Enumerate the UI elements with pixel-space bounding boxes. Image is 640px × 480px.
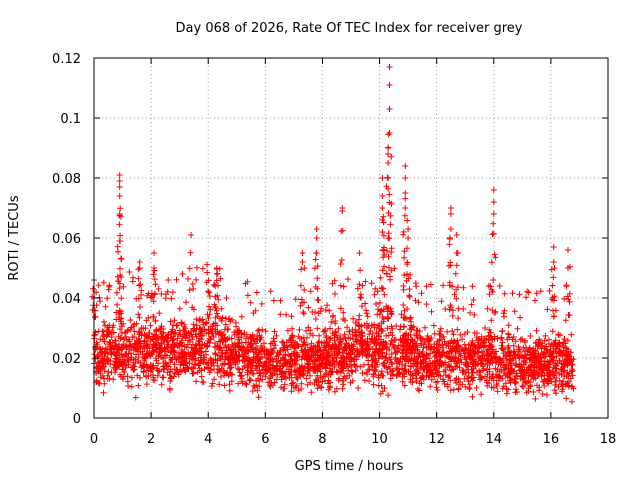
x-tick-label: 14 <box>486 432 503 447</box>
x-tick-label: 18 <box>600 432 617 447</box>
chart-title: Day 068 of 2026, Rate Of TEC Index for r… <box>176 21 523 36</box>
y-tick-label: 0.06 <box>52 232 81 247</box>
x-tick-label: 0 <box>90 432 98 447</box>
x-tick-label: 8 <box>318 432 326 447</box>
x-axis-label: GPS time / hours <box>295 459 404 474</box>
data-points <box>89 64 577 405</box>
y-tick-label: 0.08 <box>52 172 81 187</box>
roti-series-markers <box>89 64 577 405</box>
y-axis-label: ROTI / TECUs <box>7 195 22 280</box>
x-tick-label: 6 <box>261 432 269 447</box>
x-tick-label: 10 <box>371 432 388 447</box>
y-tick-label: 0.12 <box>52 52 81 67</box>
x-tick-label: 12 <box>428 432 445 447</box>
x-tick-label: 16 <box>543 432 560 447</box>
x-tick-label: 2 <box>147 432 155 447</box>
axis-ticks: 0 2 4 6 8 10 12 14 16 18 0 0.02 0.04 0.06 0.08 0.1 0.12 <box>52 52 616 447</box>
y-tick-label: 0.02 <box>52 352 81 367</box>
y-tick-label: 0.1 <box>60 112 81 127</box>
y-tick-label: 0 <box>73 412 81 427</box>
y-tick-label: 0.04 <box>52 292 81 307</box>
x-tick-label: 4 <box>204 432 212 447</box>
